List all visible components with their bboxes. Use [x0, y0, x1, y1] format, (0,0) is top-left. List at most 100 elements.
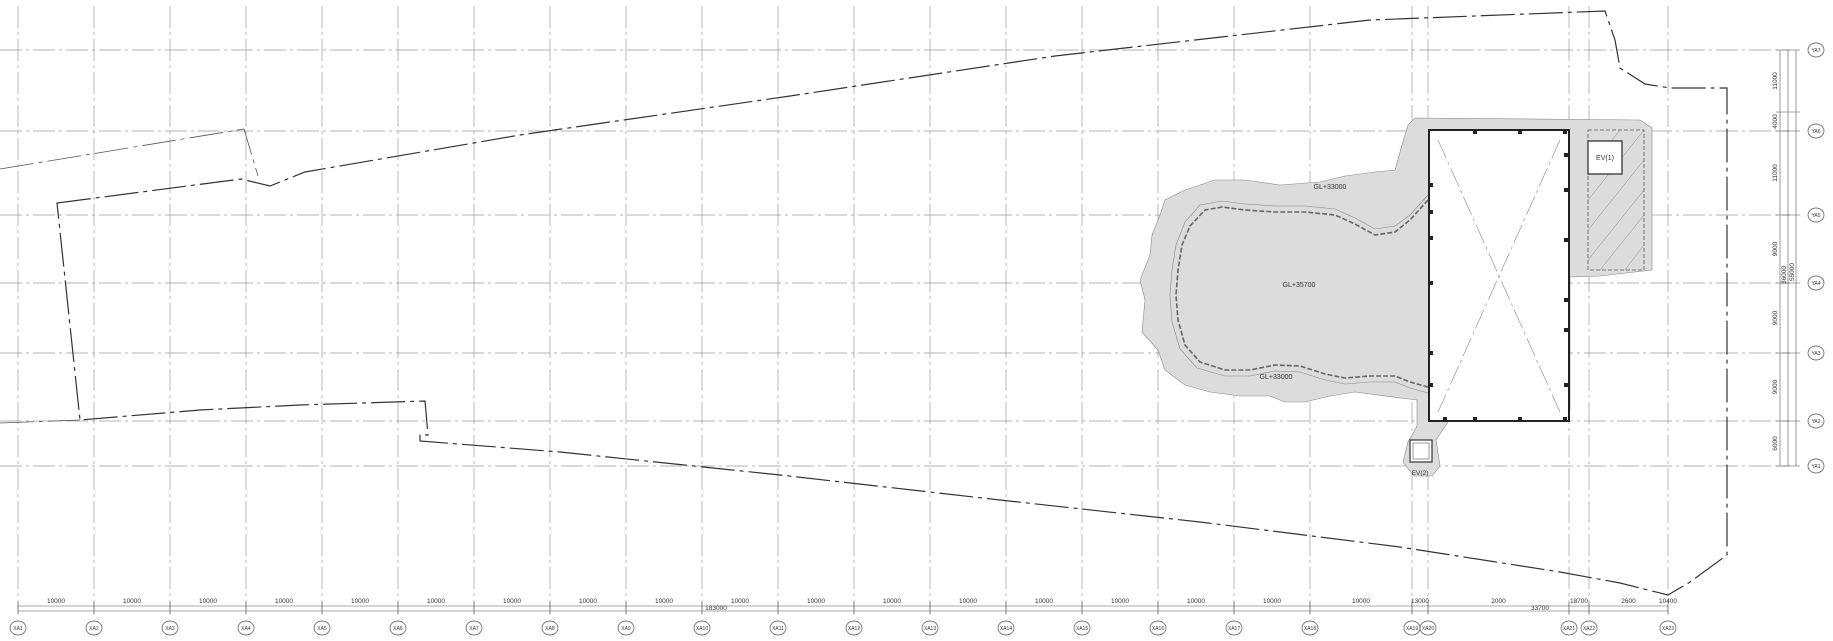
- ev1-zone: EV(1): [1587, 129, 1645, 271]
- svg-text:XA18: XA18: [1304, 626, 1316, 632]
- x-grid-bubble: XA22: [1580, 620, 1598, 636]
- x-dim-value: 10000: [199, 598, 217, 605]
- x-grid-bubble: XA9: [617, 620, 635, 636]
- dimension-lines: 10000 10000 10000 10000 10000 10000 10000 10000…: [17, 49, 1800, 614]
- y-grid-bubble: YA3: [1807, 345, 1825, 361]
- x-axis-grid-labels: XA1 XA2 XA3 XA4 XA5 XA6 XA7 XA8 XA9 XA10 XA11 XA12 X…: [9, 620, 1677, 636]
- column-marker: [1564, 328, 1568, 332]
- y-dim-value: 11000: [1772, 164, 1779, 182]
- svg-text:YA5: YA5: [1811, 213, 1820, 219]
- column-marker: [1564, 188, 1568, 192]
- svg-text:XA1: XA1: [13, 626, 23, 632]
- column-marker: [1429, 383, 1433, 387]
- x-dim-value: 10000: [1035, 598, 1053, 605]
- svg-text:XA5: XA5: [317, 626, 327, 632]
- ev1-box: [1587, 140, 1623, 175]
- svg-text:YA7: YA7: [1811, 48, 1820, 54]
- svg-text:XA23: XA23: [1662, 626, 1674, 632]
- x-grid-bubble: XA1: [9, 620, 27, 636]
- x-dim-value: 10000: [731, 598, 749, 605]
- column-marker: [1563, 417, 1567, 421]
- x-dim-value: 10000: [883, 598, 901, 605]
- x-grid-bubble: XA2: [85, 620, 103, 636]
- svg-text:XA9: XA9: [621, 626, 631, 632]
- x-grid-bubble: XA11: [769, 620, 787, 636]
- adjacent-boundary-bottom: [0, 419, 81, 424]
- x-dim-value: 10000: [1111, 598, 1129, 605]
- svg-text:XA2: XA2: [89, 626, 99, 632]
- gl-area-shaded: [1139, 117, 1653, 477]
- x-dim-value: 10000: [959, 598, 977, 605]
- svg-text:YA4: YA4: [1811, 281, 1820, 287]
- column-marker: [1429, 183, 1433, 187]
- svg-text:XA12: XA12: [848, 626, 860, 632]
- column-marker: [1518, 417, 1522, 421]
- svg-text:XA7: XA7: [469, 626, 479, 632]
- x-grid-bubble: XA5: [313, 620, 331, 636]
- svg-text:XA19: XA19: [1406, 626, 1418, 632]
- y-grid-bubble: YA4: [1807, 275, 1825, 291]
- svg-text:XA16: XA16: [1152, 626, 1164, 632]
- column-marker: [1429, 210, 1433, 214]
- y-dim-value: 6000: [1772, 436, 1779, 451]
- x-grid-bubble: XA16: [1149, 620, 1167, 636]
- x-grid-bubble: XA20: [1419, 620, 1437, 636]
- svg-text:XA4: XA4: [241, 626, 251, 632]
- gl-lower-label: GL+33000: [1260, 374, 1293, 381]
- y-dim-overall-total: 55000: [1789, 263, 1796, 281]
- y-grid-bubble: YA5: [1807, 207, 1825, 223]
- ev2-label: EV(2): [1412, 470, 1429, 477]
- y-axis-grid-labels: YA7 YA6 YA5 YA4 YA3 YA2 YA1: [1807, 42, 1825, 474]
- y-dim-subtotal: 36000: [1781, 266, 1788, 284]
- x-grid-bubble: XA3: [161, 620, 179, 636]
- x-dim-value: 10000: [1263, 598, 1281, 605]
- column-marker: [1563, 130, 1567, 134]
- x-grid-bubble: XA6: [389, 620, 407, 636]
- column-marker: [1564, 298, 1568, 302]
- x-dim-value: 10000: [655, 598, 673, 605]
- adjacent-boundary-top: [0, 128, 259, 177]
- x-dim-value: 18700: [1570, 598, 1588, 605]
- x-dim-value: 10000: [1352, 598, 1370, 605]
- x-grid-bubble: XA15: [1073, 620, 1091, 636]
- x-grid-bubble: XA19: [1403, 620, 1421, 636]
- svg-text:XA11: XA11: [772, 626, 784, 632]
- column-marker: [1429, 351, 1433, 355]
- svg-text:XA22: XA22: [1583, 626, 1595, 632]
- x-dim-value: 10000: [351, 598, 369, 605]
- x-grid-bubble: XA12: [845, 620, 863, 636]
- y-dim-value: 9000: [1772, 310, 1779, 325]
- column-marker: [1518, 130, 1522, 134]
- x-grid-bubble: XA14: [997, 620, 1015, 636]
- svg-text:XA8: XA8: [545, 626, 555, 632]
- column-marker: [1564, 383, 1568, 387]
- ev2-box: [1409, 439, 1433, 463]
- y-grid-bubble: YA1: [1807, 458, 1825, 474]
- x-dim-value: 10000: [123, 598, 141, 605]
- x-grid-bubble: XA18: [1301, 620, 1319, 636]
- svg-text:YA2: YA2: [1811, 419, 1820, 425]
- inner-contour-line-outer: [1169, 194, 1429, 394]
- y-dim-value: 9000: [1772, 241, 1779, 256]
- svg-text:XA20: XA20: [1422, 626, 1434, 632]
- x-dim-value: 10400: [1659, 598, 1677, 605]
- column-marker: [1429, 281, 1433, 285]
- building-columns: [1429, 130, 1568, 421]
- x-dim-partial-total: 33700: [1531, 605, 1549, 612]
- x-grid-bubble: XA4: [237, 620, 255, 636]
- y-grid-bubble: YA7: [1807, 42, 1825, 58]
- column-marker: [1429, 236, 1433, 240]
- gl-center-label: GL+35700: [1283, 282, 1316, 289]
- x-dim-value: 10000: [1187, 598, 1205, 605]
- x-grid-bubble: XA10: [693, 620, 711, 636]
- column-marker: [1564, 153, 1568, 157]
- x-dim-value: 10000: [47, 598, 65, 605]
- gl-upper-label: GL+33000: [1314, 184, 1347, 191]
- building-diagonal-lines: [1437, 139, 1561, 413]
- x-grid-bubble: XA23: [1659, 620, 1677, 636]
- svg-text:XA14: XA14: [1000, 626, 1012, 632]
- x-grid-bubble: XA8: [541, 620, 559, 636]
- y-dim-value: 11000: [1772, 72, 1779, 90]
- svg-text:YA1: YA1: [1811, 464, 1820, 470]
- x-grid-bubble: XA21: [1560, 620, 1578, 636]
